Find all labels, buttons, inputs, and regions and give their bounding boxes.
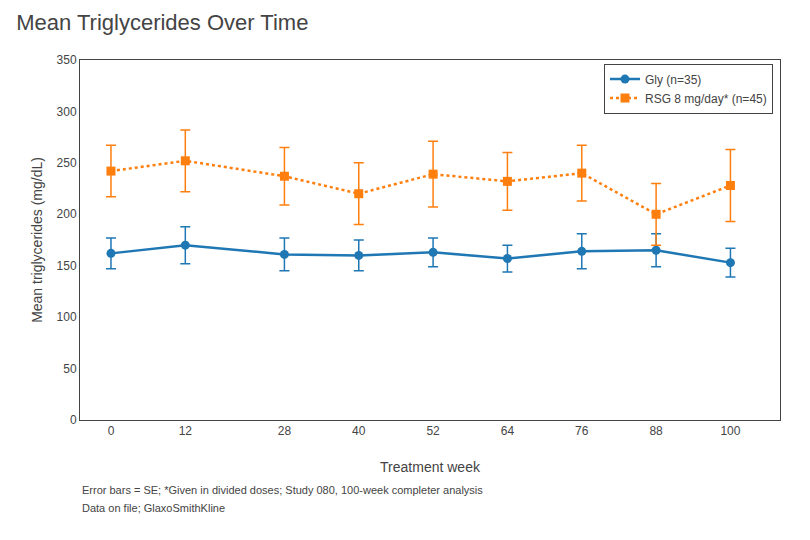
svg-text:88: 88 bbox=[649, 424, 663, 438]
svg-text:RSG 8 mg/day* (n=45): RSG 8 mg/day* (n=45) bbox=[645, 92, 767, 106]
svg-text:250: 250 bbox=[57, 156, 77, 170]
svg-text:100: 100 bbox=[57, 310, 77, 324]
svg-text:28: 28 bbox=[278, 424, 292, 438]
svg-text:Data on file; GlaxoSmithKline: Data on file; GlaxoSmithKline bbox=[82, 502, 225, 514]
svg-text:100: 100 bbox=[720, 424, 740, 438]
svg-text:12: 12 bbox=[179, 424, 193, 438]
svg-text:52: 52 bbox=[426, 424, 440, 438]
svg-text:Mean triglycerides (mg/dL): Mean triglycerides (mg/dL) bbox=[29, 157, 45, 323]
svg-text:0: 0 bbox=[70, 413, 77, 427]
svg-text:150: 150 bbox=[57, 259, 77, 273]
svg-text:350: 350 bbox=[57, 53, 77, 67]
svg-text:Treatment week: Treatment week bbox=[380, 459, 481, 475]
svg-text:0: 0 bbox=[108, 424, 115, 438]
svg-text:64: 64 bbox=[501, 424, 515, 438]
svg-text:Mean Triglycerides Over Time: Mean Triglycerides Over Time bbox=[16, 10, 308, 35]
svg-text:76: 76 bbox=[575, 424, 589, 438]
svg-text:Gly (n=35): Gly (n=35) bbox=[645, 73, 701, 87]
svg-text:50: 50 bbox=[63, 362, 77, 376]
svg-text:300: 300 bbox=[57, 105, 77, 119]
svg-text:40: 40 bbox=[352, 424, 366, 438]
svg-text:200: 200 bbox=[57, 207, 77, 221]
svg-text:Error bars = SE; *Given in div: Error bars = SE; *Given in divided doses… bbox=[82, 484, 483, 496]
